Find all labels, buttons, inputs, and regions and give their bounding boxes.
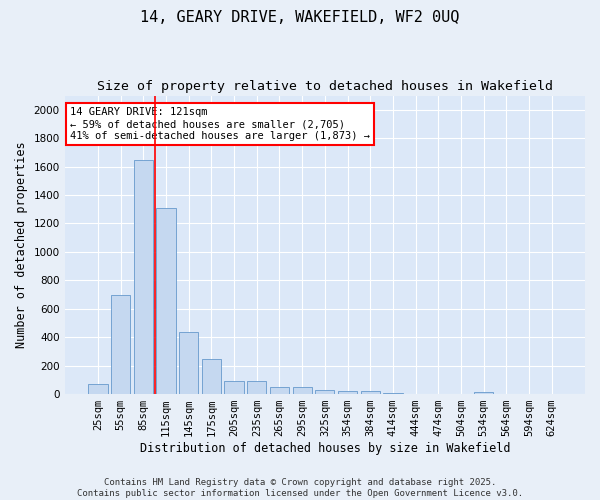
X-axis label: Distribution of detached houses by size in Wakefield: Distribution of detached houses by size …	[140, 442, 510, 455]
Bar	[134, 160, 153, 394]
Bar	[111, 294, 130, 394]
Bar	[474, 392, 493, 394]
Bar	[361, 390, 380, 394]
Text: 14, GEARY DRIVE, WAKEFIELD, WF2 0UQ: 14, GEARY DRIVE, WAKEFIELD, WF2 0UQ	[140, 10, 460, 25]
Bar	[247, 382, 266, 394]
Text: Contains HM Land Registry data © Crown copyright and database right 2025.
Contai: Contains HM Land Registry data © Crown c…	[77, 478, 523, 498]
Title: Size of property relative to detached houses in Wakefield: Size of property relative to detached ho…	[97, 80, 553, 93]
Y-axis label: Number of detached properties: Number of detached properties	[15, 142, 28, 348]
Text: 14 GEARY DRIVE: 121sqm
← 59% of detached houses are smaller (2,705)
41% of semi-: 14 GEARY DRIVE: 121sqm ← 59% of detached…	[70, 108, 370, 140]
Bar	[179, 332, 199, 394]
Bar	[338, 390, 357, 394]
Bar	[202, 358, 221, 394]
Bar	[157, 208, 176, 394]
Bar	[88, 384, 107, 394]
Bar	[224, 380, 244, 394]
Bar	[270, 387, 289, 394]
Bar	[383, 392, 403, 394]
Bar	[315, 390, 334, 394]
Bar	[293, 387, 312, 394]
